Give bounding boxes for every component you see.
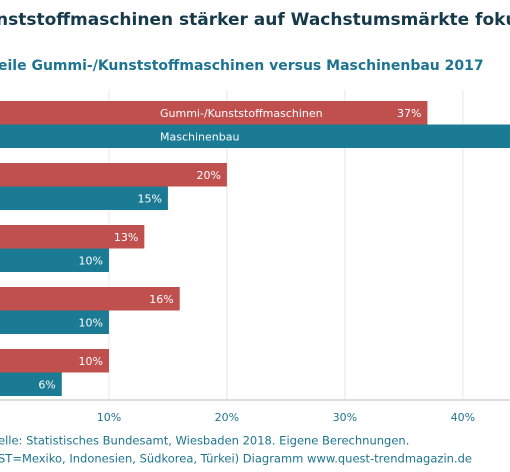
x-tick-label: 40% xyxy=(451,411,475,424)
bar xyxy=(0,124,510,148)
value-label: 10% xyxy=(79,355,103,368)
value-label: 20% xyxy=(196,169,220,182)
bar xyxy=(0,310,109,334)
bar xyxy=(0,163,227,187)
x-tick-label: 10% xyxy=(97,411,121,424)
value-label: 10% xyxy=(79,254,103,267)
value-label: 16% xyxy=(149,293,173,306)
source-note: elle: Statistisches Bundesamt, Wiesbaden… xyxy=(0,434,409,448)
x-tick-label: 30% xyxy=(333,411,357,424)
value-label: 37% xyxy=(397,107,421,120)
legend-label: Maschinenbau xyxy=(160,130,239,143)
chart-title: nststoffmaschinen stärker auf Wachstumsm… xyxy=(0,10,510,30)
bar xyxy=(0,186,168,210)
value-label: 13% xyxy=(114,231,138,244)
value-label: 6% xyxy=(38,378,55,391)
bar xyxy=(0,372,62,396)
x-tick-label: 20% xyxy=(215,411,239,424)
source-note: ST=Mexiko, Indonesien, Südkorea, Türkei)… xyxy=(0,452,472,466)
value-label: 15% xyxy=(137,192,161,205)
bar xyxy=(0,101,428,125)
bar xyxy=(0,287,180,311)
legend-label: Gummi-/Kunststoffmaschinen xyxy=(160,107,323,120)
bar xyxy=(0,349,109,373)
bar xyxy=(0,248,109,272)
value-label: 10% xyxy=(79,316,103,329)
chart-subtitle: eile Gummi-/Kunststoffmaschinen versus M… xyxy=(0,58,484,74)
bar xyxy=(0,225,145,249)
